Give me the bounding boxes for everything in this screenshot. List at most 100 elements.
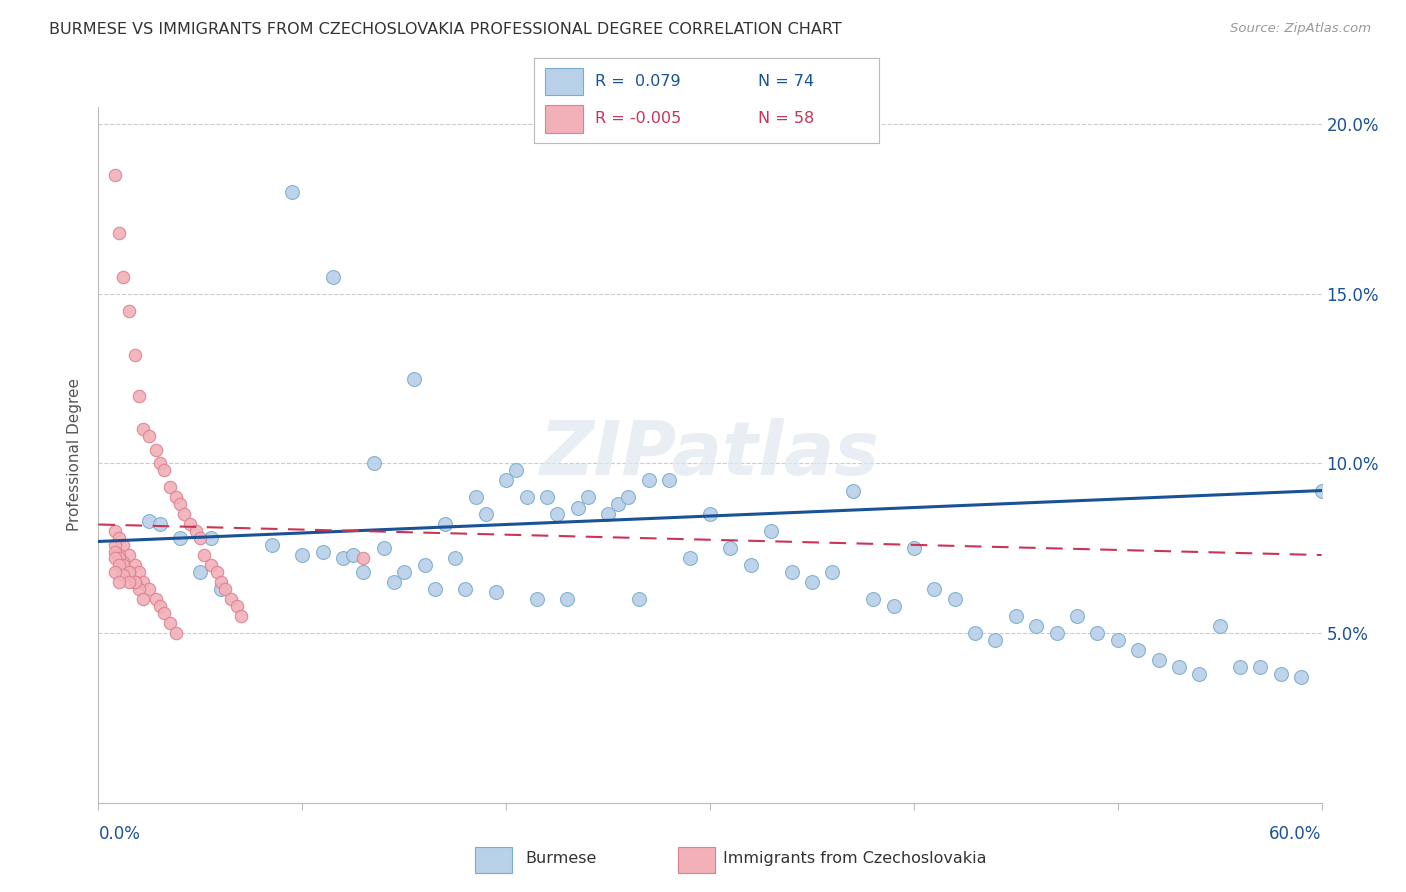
Point [474,508,498,522]
Point [352,565,374,579]
Point [658,474,681,488]
Point [607,497,630,511]
Point [1270,666,1292,681]
Point [169,497,191,511]
Point [883,599,905,613]
Point [179,517,201,532]
Point [638,474,661,488]
Point [104,524,127,539]
Point [108,548,131,562]
Point [108,551,131,566]
Point [903,541,925,556]
Point [1107,632,1129,647]
Point [740,558,762,573]
Point [152,606,174,620]
Point [1310,483,1333,498]
Point [104,565,127,579]
Point [1066,609,1088,624]
Point [516,491,538,505]
Point [546,508,568,522]
Point [104,538,127,552]
Point [209,582,232,596]
Text: Burmese: Burmese [526,851,596,866]
Point [1188,666,1211,681]
Point [1004,609,1026,624]
Point [104,168,127,182]
Point [214,582,236,596]
Point [231,609,253,624]
Text: N = 58: N = 58 [758,112,814,127]
Point [118,303,141,318]
Point [149,517,172,532]
Point [679,551,702,566]
Point [312,544,335,558]
Point [145,442,167,457]
Text: Source: ZipAtlas.com: Source: ZipAtlas.com [1230,22,1371,36]
Point [111,555,134,569]
Text: Immigrants from Czechoslovakia: Immigrants from Czechoslovakia [723,851,987,866]
Point [124,348,146,362]
Point [145,592,167,607]
Point [1229,660,1251,674]
Text: ZIPatlas: ZIPatlas [540,418,880,491]
Point [434,517,457,532]
Bar [475,847,512,872]
Point [188,565,212,579]
Point [322,269,344,284]
Point [260,538,283,552]
Point [281,185,304,199]
Point [922,582,945,596]
Point [118,565,141,579]
Point [108,575,131,590]
Point [332,551,354,566]
Point [627,592,650,607]
Point [118,575,141,590]
Point [862,592,884,607]
Bar [544,68,582,95]
Point [617,491,640,505]
Point [108,226,131,240]
Point [1147,653,1170,667]
Point [209,575,232,590]
Point [1128,643,1150,657]
Point [576,491,599,505]
Point [801,575,824,590]
Point [984,632,1007,647]
Point [352,551,374,566]
Point [165,626,187,640]
Point [464,491,486,505]
Point [1085,626,1108,640]
Text: N = 74: N = 74 [758,74,814,89]
Point [149,599,172,613]
Point [821,565,844,579]
Text: R =  0.079: R = 0.079 [595,74,681,89]
Point [841,483,863,498]
Point [118,565,141,579]
Point [138,514,160,528]
Point [128,565,150,579]
Text: BURMESE VS IMMIGRANTS FROM CZECHOSLOVAKIA PROFESSIONAL DEGREE CORRELATION CHART: BURMESE VS IMMIGRANTS FROM CZECHOSLOVAKI… [49,22,842,37]
Point [536,491,558,505]
Point [124,575,146,590]
Point [108,531,131,545]
Point [291,548,314,562]
Point [159,615,181,630]
Point [104,551,127,566]
Point [111,269,134,284]
Point [149,457,172,471]
Point [598,508,620,522]
Point [505,463,527,477]
Point [104,544,127,558]
Point [392,565,416,579]
Point [111,538,134,552]
Point [111,568,134,582]
Point [132,575,155,590]
Point [382,575,405,590]
Point [200,531,222,545]
Bar [544,105,582,133]
Point [152,463,174,477]
Point [132,422,155,436]
Point [413,558,436,573]
Point [165,491,187,505]
Point [404,371,426,385]
